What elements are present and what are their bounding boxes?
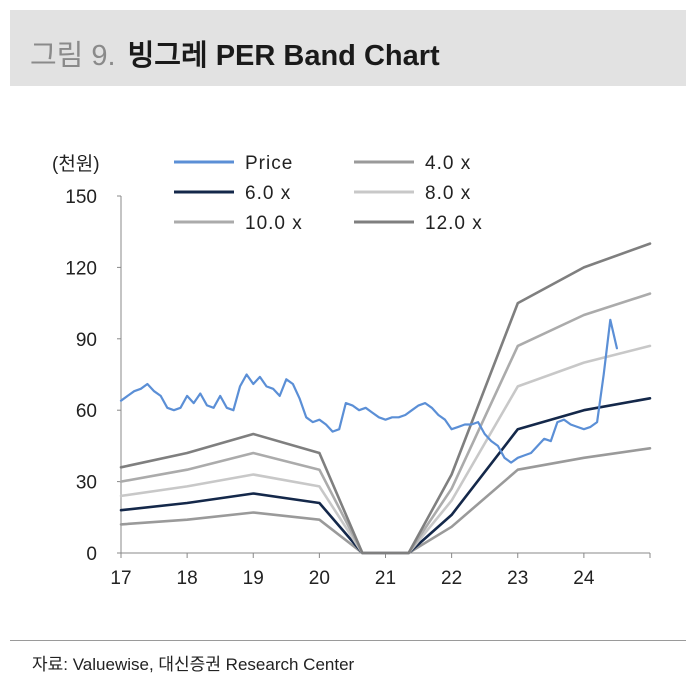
x-tick-label: 20	[309, 568, 330, 589]
x-tick-label: 17	[110, 568, 131, 589]
series-line-price	[119, 318, 619, 464]
y-axis-unit: (천원)	[52, 153, 100, 175]
series-line-6-0-x	[119, 396, 652, 555]
y-tick-label: 90	[76, 330, 97, 351]
y-tick-label: 30	[76, 473, 97, 494]
legend-label: Price	[245, 153, 293, 174]
x-tick-label: 18	[177, 568, 198, 589]
y-tick-label: 60	[76, 401, 97, 422]
figure-number: 그림 9.	[30, 40, 116, 72]
x-tick-label: 21	[375, 568, 396, 589]
per-band-chart: 0 30 60 90 120 150 (천원) 17 18 19 20 21 22 23 24 Price 4.…	[52, 153, 652, 589]
legend-label: 12.0 x	[425, 213, 483, 234]
legend-label: 6.0 x	[245, 183, 291, 204]
figure-title: 빙그레 PER Band Chart	[127, 40, 440, 72]
x-tick-label: 23	[507, 568, 528, 589]
figure-heading: 그림 9. 빙그레 PER Band Chart	[30, 32, 440, 74]
legend-label: 10.0 x	[245, 213, 303, 234]
figure-header: 그림 9. 빙그레 PER Band Chart	[10, 10, 686, 86]
source-divider	[10, 640, 686, 641]
y-tick-label: 150	[65, 187, 97, 208]
series-line-12-0-x	[119, 242, 652, 555]
x-tick-label: 19	[243, 568, 264, 589]
y-tick-label: 0	[86, 544, 97, 565]
legend-label: 4.0 x	[425, 153, 471, 174]
y-tick-label: 120	[65, 258, 97, 279]
legend-label: 8.0 x	[425, 183, 471, 204]
x-tick-label: 22	[441, 568, 462, 589]
x-tick-label: 24	[573, 568, 595, 589]
source-note: 자료: Valuewise, 대신증권 Research Center	[32, 655, 355, 674]
